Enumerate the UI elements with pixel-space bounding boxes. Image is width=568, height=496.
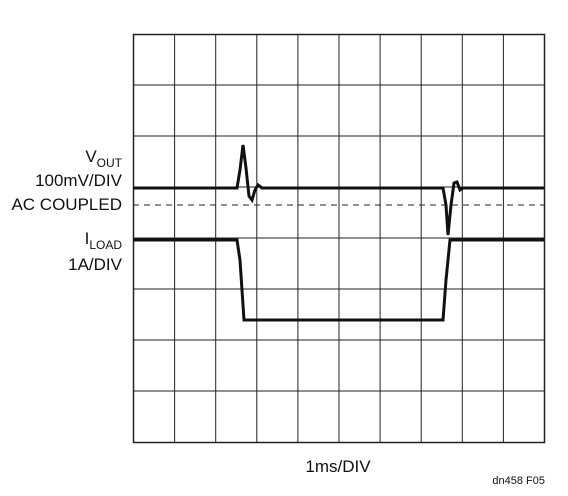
iload-subscript: LOAD bbox=[89, 238, 122, 252]
figure-id: dn458 F05 bbox=[492, 475, 545, 487]
vout-symbol: V bbox=[85, 147, 97, 166]
coupling-label: AC COUPLED bbox=[11, 195, 122, 214]
iload-trace bbox=[133, 238, 544, 322]
vout-subscript: OUT bbox=[97, 156, 123, 170]
vout-scale: 100mV/DIV bbox=[35, 171, 123, 190]
vout-trace bbox=[133, 144, 544, 236]
iload-symbol: I bbox=[85, 229, 90, 248]
graticule bbox=[132, 33, 546, 444]
iload-scale: 1A/DIV bbox=[68, 255, 123, 274]
iload-label: ILOAD bbox=[85, 229, 123, 252]
time-scale: 1ms/DIV bbox=[305, 457, 371, 476]
vout-label: VOUT bbox=[85, 147, 122, 170]
